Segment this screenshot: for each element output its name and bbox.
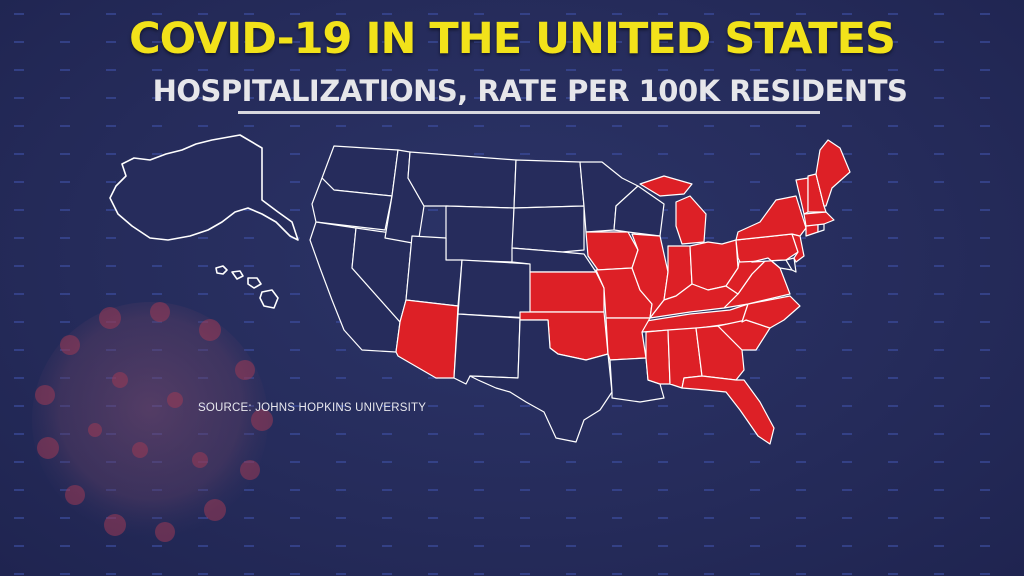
state-wyoming (445, 205, 515, 263)
state-new-hampshire (807, 173, 827, 213)
state-delaware (785, 257, 797, 273)
state-kansas (529, 271, 605, 313)
state-massachusetts (803, 211, 835, 227)
state-colorado (457, 259, 533, 319)
state-michigan (639, 175, 707, 245)
state-south-dakota (511, 205, 585, 253)
state-florida (681, 375, 775, 445)
source-caption: SOURCE: JOHNS HOPKINS UNIVERSITY (198, 402, 427, 414)
state-maine (815, 139, 851, 207)
state-washington (321, 145, 399, 197)
page-subtitle: HOSPITALIZATIONS, RATE PER 100K RESIDENT… (152, 74, 908, 108)
state-mississippi (645, 329, 671, 385)
state-north-dakota (513, 159, 585, 209)
state-alaska (109, 134, 299, 241)
state-arizona (395, 299, 459, 379)
state-iowa (585, 231, 639, 271)
state-arkansas (605, 317, 651, 361)
page-title: COVID-19 IN THE UNITED STATES (129, 14, 896, 64)
state-south-carolina (717, 319, 771, 351)
state-new-mexico (453, 313, 521, 385)
state-montana (407, 151, 517, 209)
state-maryland (751, 257, 793, 271)
state-illinois (631, 233, 669, 319)
state-rhode-island (817, 223, 825, 233)
state-kentucky (649, 283, 739, 319)
state-new-york (735, 195, 807, 241)
state-texas (469, 319, 613, 443)
subtitle-underline (238, 111, 820, 114)
state-oregon (311, 177, 393, 231)
state-hawaii (215, 265, 279, 309)
